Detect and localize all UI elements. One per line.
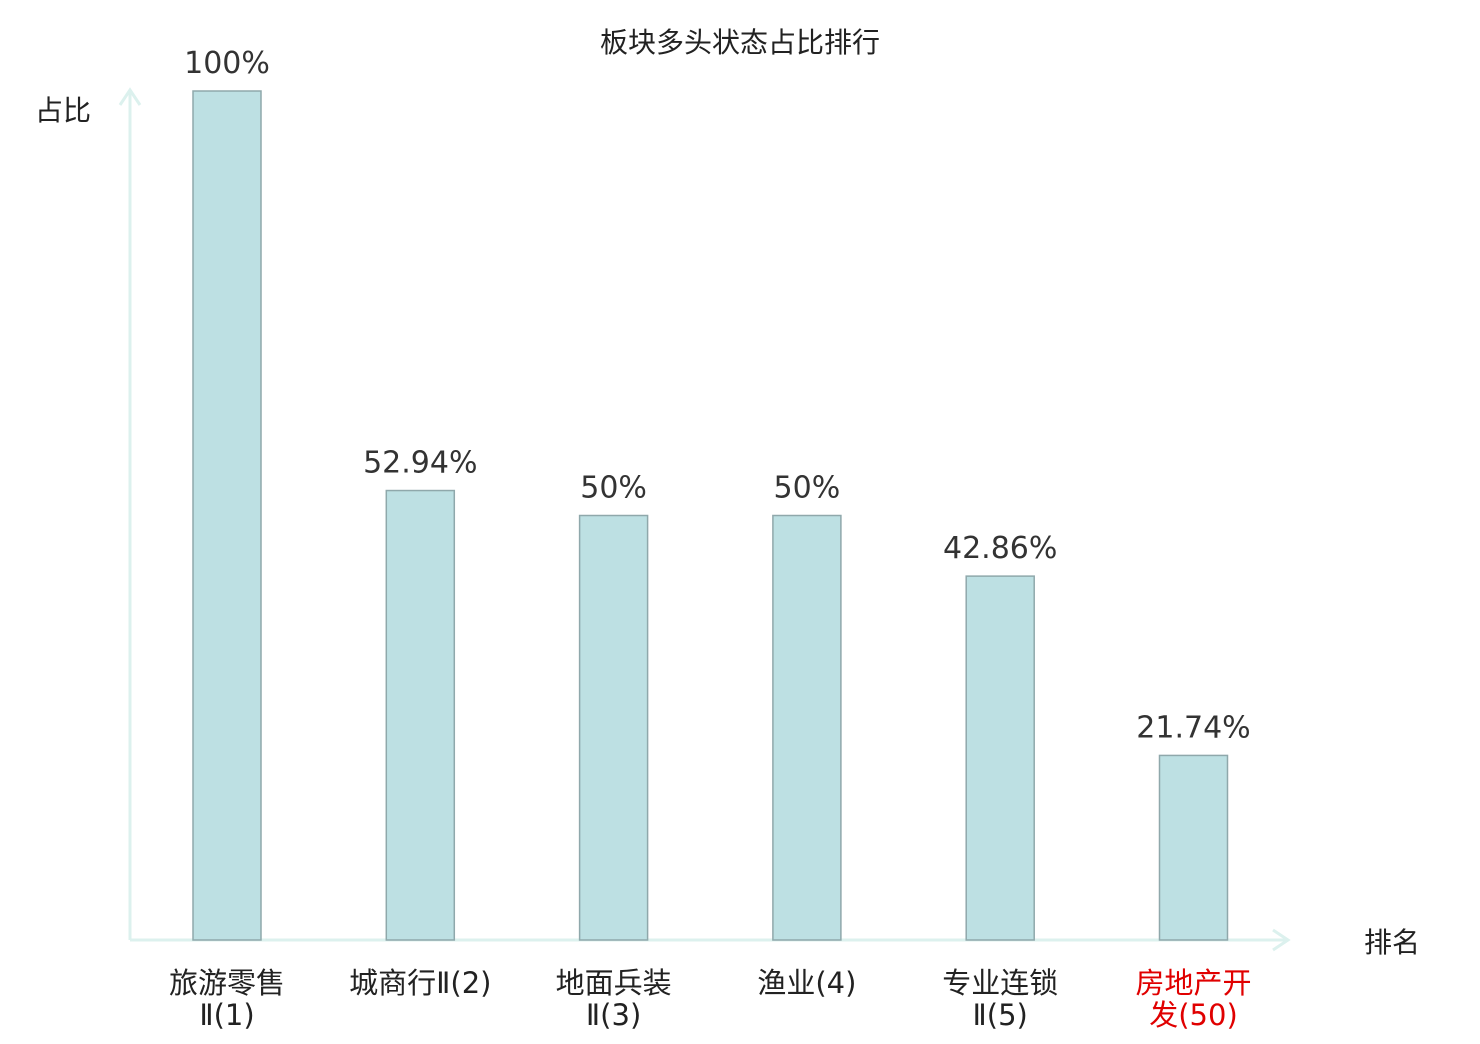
x-tick-label: Ⅱ(1) <box>199 998 254 1032</box>
data-label: 50% <box>774 471 841 506</box>
x-tick-label: Ⅱ(5) <box>973 998 1028 1032</box>
y-axis-arrow <box>118 87 142 106</box>
bar <box>192 90 262 941</box>
axes <box>118 87 1291 952</box>
x-tick-label: 发(50) <box>1149 998 1238 1032</box>
data-label: 42.86% <box>943 531 1057 566</box>
x-tick-label: Ⅱ(3) <box>586 998 641 1032</box>
x-tick-label: 旅游零售 <box>169 966 285 1000</box>
data-label: 52.94% <box>363 446 477 481</box>
x-tick-label: 专业连锁 <box>942 966 1058 1000</box>
data-label: 100% <box>184 46 270 81</box>
bar <box>965 575 1035 941</box>
data-label: 21.74% <box>1136 710 1250 745</box>
bar <box>385 489 456 941</box>
x-tick-label: 城商行Ⅱ(2) <box>349 966 491 1000</box>
x-axis-label: 排名 <box>1364 926 1420 959</box>
bar <box>578 514 649 941</box>
chart-title: 板块多头状态占比排行 <box>600 26 880 59</box>
bar <box>1158 754 1229 941</box>
x-tick-label: 地面兵装 <box>556 966 672 1000</box>
y-axis-label: 占比 <box>35 94 91 127</box>
x-tick-label: 渔业(4) <box>757 966 856 1000</box>
x-axis-arrow <box>1272 928 1291 952</box>
x-tick-label: 房地产开 <box>1135 966 1251 1000</box>
data-label: 50% <box>580 471 647 506</box>
bar <box>772 514 842 941</box>
